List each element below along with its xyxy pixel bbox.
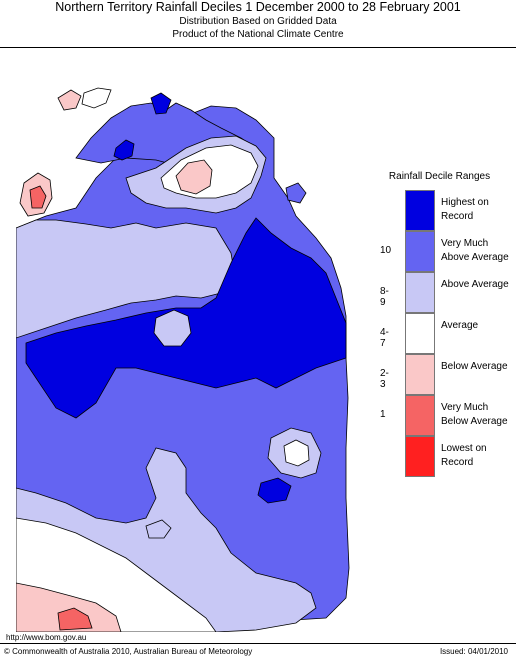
legend-swatch [405,272,435,313]
decile-region-very-much-below-average-south [57,607,93,631]
legend-label: Above Average [441,279,509,290]
legend-label: Average [441,320,479,331]
decile-region-above-average-small-south [145,519,172,539]
issued-date: Issued: 04/01/2010 [439,647,508,656]
legend-label: Very Much Below Average [441,402,508,427]
legend-range: 1 [380,409,386,420]
legend-range: 10 [380,245,392,256]
decile-region-highest-on-record-north [113,139,135,161]
copyright-notice: © Commonwealth of Australia 2010, Austra… [4,647,253,656]
decile-region-highest-on-record-east [257,477,292,504]
figure-frame [0,47,516,644]
map-subtitle-product: Product of the National Climate Centre [172,29,344,40]
map-subtitle-method: Distribution Based on Gridded Data [179,16,337,27]
decile-region-highest-on-record-northeast [150,92,172,115]
legend-label: Very Much Above Average [441,238,509,263]
legend-swatch [405,436,435,477]
legend-range: 2-3 [380,368,389,390]
legend-swatch [405,313,435,354]
decile-region-island-groote [285,182,307,204]
legend-swatch [405,231,435,272]
map-title: Northern Territory Rainfall Deciles 1 De… [55,0,461,14]
decile-region-below-average-north [175,159,213,195]
legend-label: Below Average [441,361,508,372]
legend-range: 4-7 [380,327,389,349]
decile-region-very-much-below-average-west [29,185,47,209]
decile-region-below-average-south [16,582,122,632]
legend-title: Rainfall Decile Ranges [388,171,491,182]
legend-swatch [405,190,435,231]
decile-region-average-east [283,439,310,467]
legend-label: Lowest on Record [441,443,487,468]
legend-swatch [405,354,435,395]
decile-region-island-northwest [57,89,82,111]
decile-region-above-average-central-patch [153,309,192,347]
rainfall-decile-map [16,48,362,632]
source-url[interactable]: http://www.bom.gov.au [6,633,87,642]
legend-label: Highest on Record [441,197,489,222]
legend-range: 8-9 [380,286,389,308]
legend-swatch [405,395,435,436]
decile-region-island-melville [81,87,112,109]
